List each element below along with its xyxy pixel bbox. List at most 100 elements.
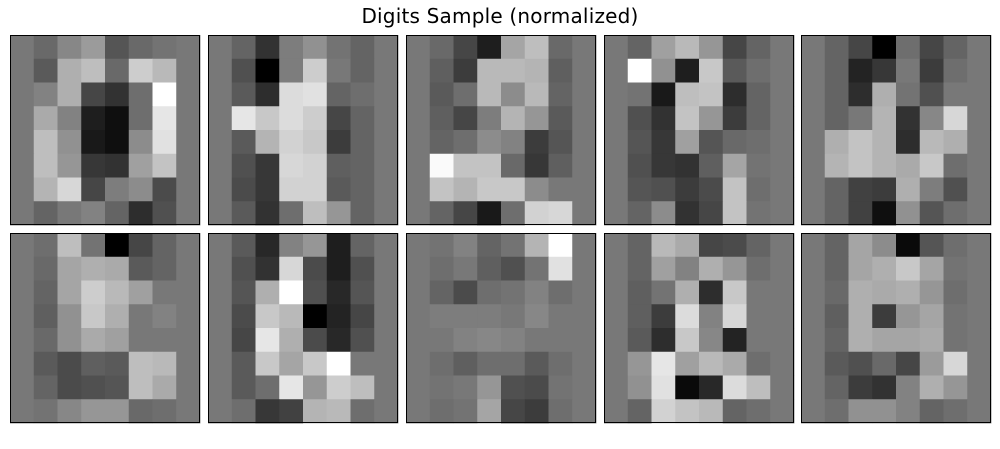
heatmap-cell bbox=[57, 106, 82, 131]
heatmap-cell bbox=[453, 201, 478, 226]
heatmap-cell bbox=[746, 177, 771, 202]
heatmap-cell bbox=[675, 130, 700, 155]
heatmap-cell bbox=[746, 82, 771, 107]
heatmap-cell bbox=[627, 58, 652, 83]
heatmap-cell bbox=[548, 375, 573, 400]
heatmap-cell bbox=[801, 153, 826, 178]
heatmap-cell bbox=[303, 233, 328, 258]
heatmap-cell bbox=[872, 304, 897, 329]
heatmap-cell bbox=[770, 351, 795, 376]
heatmap-cell bbox=[477, 35, 502, 60]
heatmap-cell bbox=[896, 130, 921, 155]
heatmap-cell bbox=[722, 233, 747, 258]
heatmap-cell bbox=[604, 328, 629, 353]
heatmap-cell bbox=[604, 130, 629, 155]
heatmap-cell bbox=[572, 130, 597, 155]
heatmap-cell bbox=[848, 328, 873, 353]
heatmap-cell bbox=[524, 35, 549, 60]
heatmap-cell bbox=[770, 130, 795, 155]
heatmap-cell bbox=[770, 328, 795, 353]
heatmap-cell bbox=[152, 35, 177, 60]
heatmap-cell bbox=[477, 351, 502, 376]
heatmap-cell bbox=[57, 130, 82, 155]
heatmap-cell bbox=[651, 375, 676, 400]
heatmap-cell bbox=[303, 280, 328, 305]
heatmap-cell bbox=[501, 106, 526, 131]
heatmap-cell bbox=[326, 233, 351, 258]
heatmap-cell bbox=[429, 399, 454, 424]
heatmap-cell bbox=[722, 130, 747, 155]
heatmap-cell bbox=[872, 35, 897, 60]
heatmap-cell bbox=[57, 58, 82, 83]
heatmap-cell bbox=[105, 304, 130, 329]
heatmap-cell bbox=[453, 82, 478, 107]
heatmap-cell bbox=[105, 82, 130, 107]
heatmap-cell bbox=[279, 130, 304, 155]
heatmap-cell bbox=[406, 58, 431, 83]
heatmap-cell bbox=[57, 82, 82, 107]
heatmap-cell bbox=[279, 153, 304, 178]
heatmap-cell bbox=[501, 328, 526, 353]
heatmap-cell bbox=[627, 280, 652, 305]
heatmap-cell bbox=[501, 304, 526, 329]
heatmap-cell bbox=[801, 233, 826, 258]
heatmap-cell bbox=[152, 351, 177, 376]
heatmap-cell bbox=[105, 351, 130, 376]
heatmap-cell bbox=[208, 328, 233, 353]
heatmap-cell bbox=[176, 233, 201, 258]
digit-panel-9 bbox=[604, 233, 795, 424]
heatmap-cell bbox=[848, 35, 873, 60]
panel-frame bbox=[406, 35, 596, 225]
heatmap-cell bbox=[501, 351, 526, 376]
heatmap-cell bbox=[746, 304, 771, 329]
heatmap-cell bbox=[105, 106, 130, 131]
heatmap-cell bbox=[548, 35, 573, 60]
heatmap-cell bbox=[255, 130, 280, 155]
heatmap-cell bbox=[699, 375, 724, 400]
heatmap-cell bbox=[651, 280, 676, 305]
heatmap-cell bbox=[604, 201, 629, 226]
heatmap-cell bbox=[57, 328, 82, 353]
heatmap-cell bbox=[627, 351, 652, 376]
heatmap-cell bbox=[81, 177, 106, 202]
heatmap-cell bbox=[406, 328, 431, 353]
heatmap-cell bbox=[919, 35, 944, 60]
heatmap-cell bbox=[801, 256, 826, 281]
heatmap-cell bbox=[303, 153, 328, 178]
heatmap-cell bbox=[572, 375, 597, 400]
heatmap-cell bbox=[548, 153, 573, 178]
heatmap-cell bbox=[231, 82, 256, 107]
heatmap-cell bbox=[429, 130, 454, 155]
heatmap-cell bbox=[453, 375, 478, 400]
digit-panel-4 bbox=[604, 35, 795, 226]
heatmap-cell bbox=[176, 375, 201, 400]
heatmap-cell bbox=[81, 130, 106, 155]
heatmap-cell bbox=[524, 280, 549, 305]
panel-frame bbox=[10, 35, 200, 225]
heatmap-cell bbox=[524, 233, 549, 258]
heatmap-cell bbox=[824, 233, 849, 258]
heatmap-cell bbox=[429, 153, 454, 178]
heatmap-cell bbox=[501, 201, 526, 226]
heatmap-cell bbox=[208, 82, 233, 107]
heatmap-cell bbox=[848, 201, 873, 226]
heatmap-cell bbox=[128, 201, 153, 226]
heatmap-cell bbox=[10, 130, 35, 155]
heatmap-cell bbox=[453, 106, 478, 131]
heatmap-cell bbox=[429, 233, 454, 258]
heatmap-cell bbox=[231, 130, 256, 155]
heatmap-cell bbox=[374, 351, 399, 376]
heatmap-cell bbox=[326, 256, 351, 281]
heatmap-cell bbox=[722, 375, 747, 400]
heatmap-cell bbox=[746, 280, 771, 305]
heatmap-cell bbox=[453, 280, 478, 305]
heatmap-cell bbox=[746, 375, 771, 400]
heatmap-cell bbox=[524, 106, 549, 131]
heatmap-cell bbox=[208, 106, 233, 131]
heatmap-cell bbox=[572, 177, 597, 202]
heatmap-cell bbox=[675, 153, 700, 178]
heatmap-cell bbox=[303, 106, 328, 131]
heatmap-cell bbox=[176, 58, 201, 83]
heatmap-cell bbox=[453, 328, 478, 353]
